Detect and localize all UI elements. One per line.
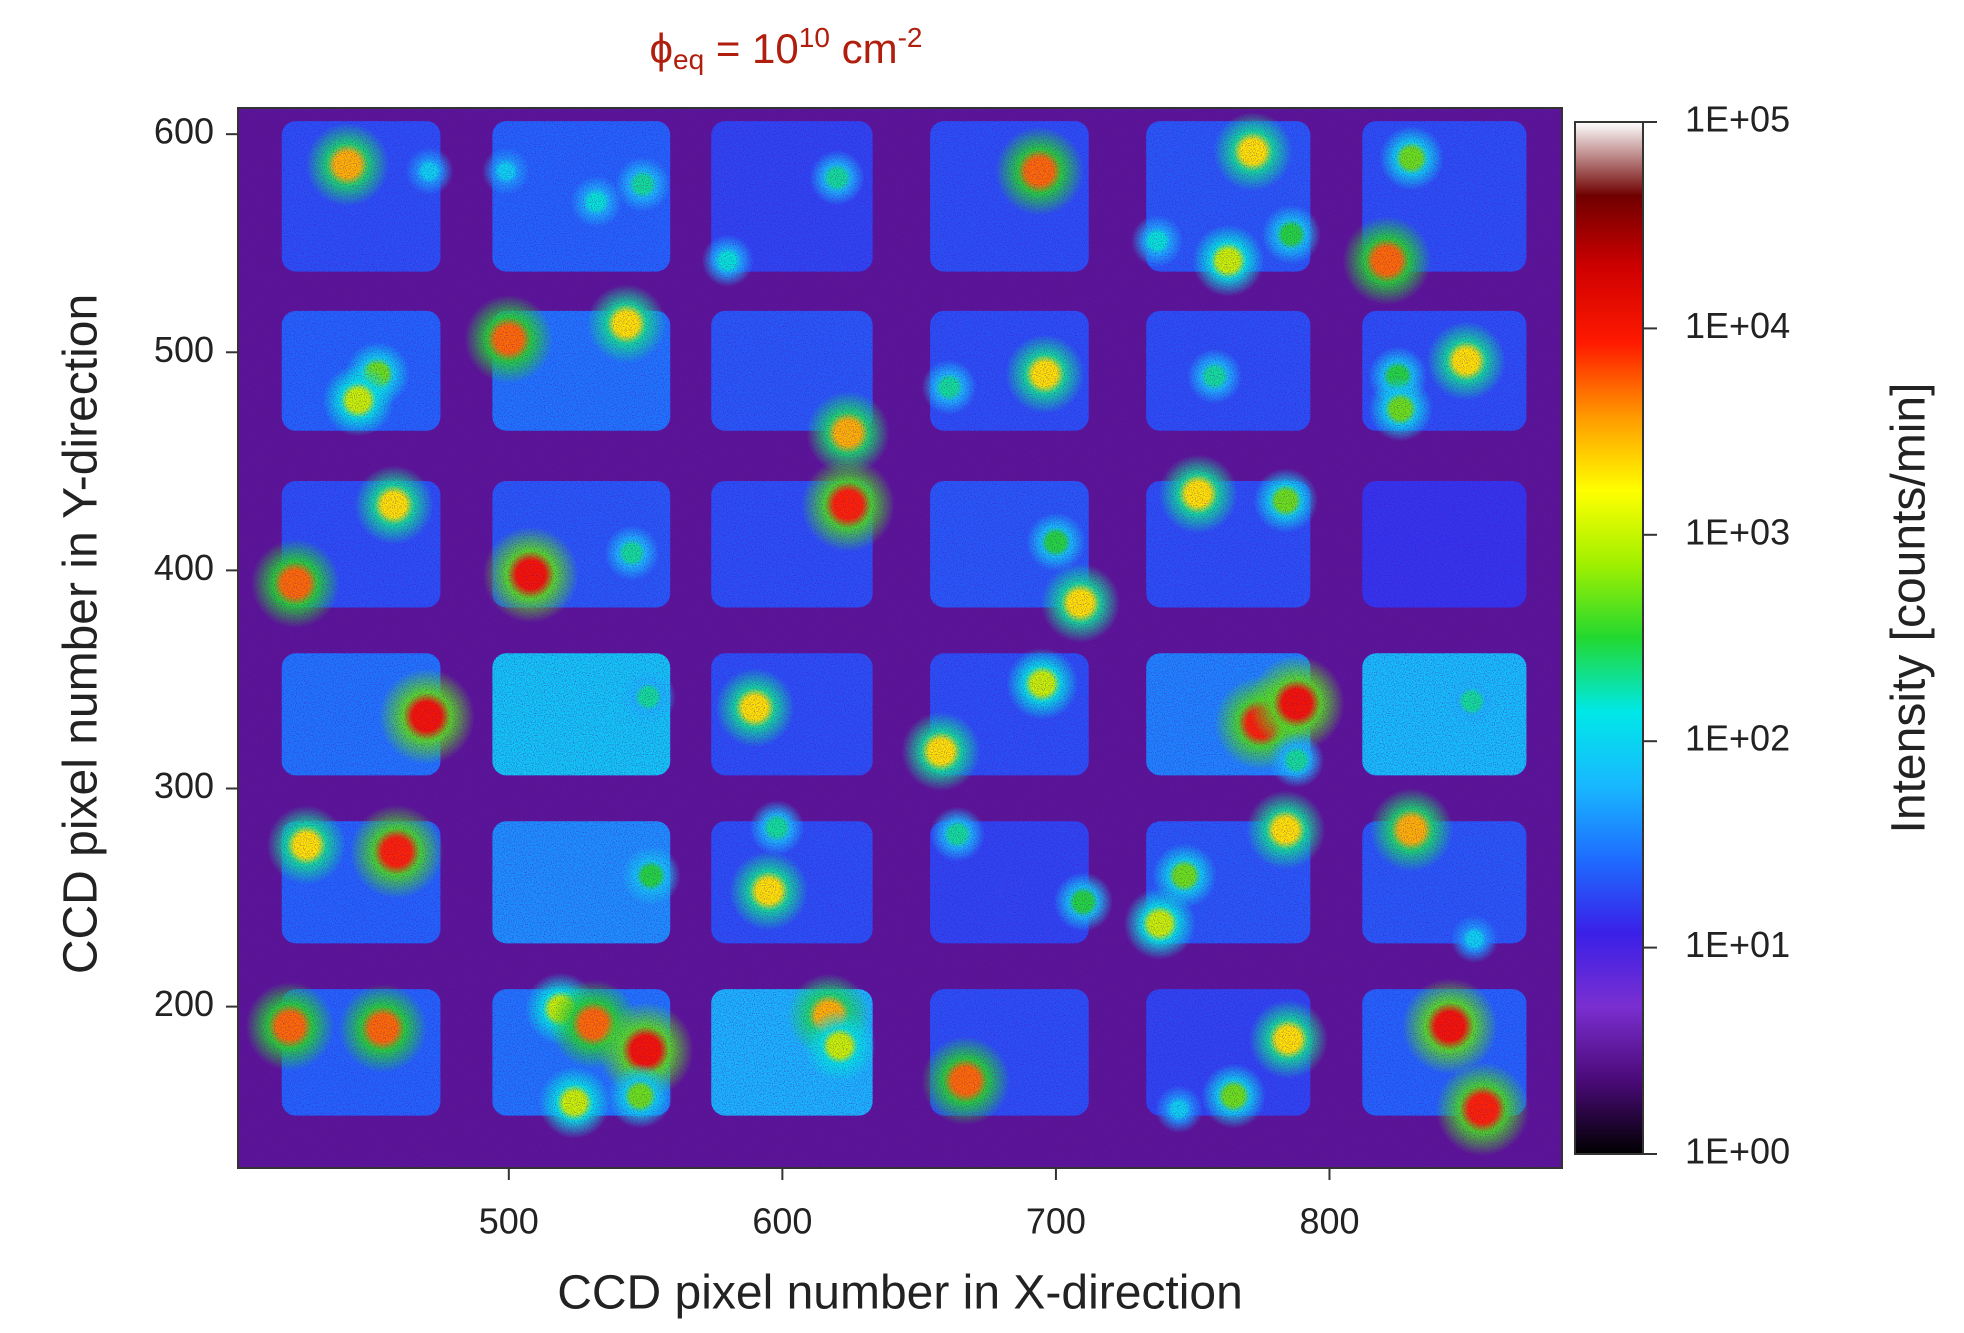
- colorbar-tick-label: 1E+04: [1685, 305, 1790, 346]
- x-tick-label: 500: [479, 1201, 539, 1242]
- x-axis-label: CCD pixel number in X-direction: [557, 1267, 1243, 1320]
- x-tick-label: 800: [1299, 1201, 1359, 1242]
- y-tick-label: 300: [154, 765, 214, 806]
- heatmap: [238, 108, 1562, 1168]
- y-tick-label: 400: [154, 547, 214, 588]
- plot-frame: [237, 107, 1563, 1169]
- colorbar: [1574, 121, 1644, 1155]
- chart-title: ϕeq = 1010 cm-2: [650, 22, 923, 75]
- title-exponent: 10: [799, 22, 830, 53]
- y-axis-label: CCD pixel number in Y-direction: [55, 294, 108, 974]
- y-tick-label: 600: [154, 111, 214, 152]
- colorbar-tick-label: 1E+00: [1685, 1131, 1790, 1172]
- x-tick-label: 600: [752, 1201, 812, 1242]
- colorbar-tick-label: 1E+02: [1685, 718, 1790, 759]
- title-symbol: ϕ: [650, 25, 674, 72]
- y-tick-label: 200: [154, 983, 214, 1024]
- colorbar-label: Intensity [counts/min]: [1883, 383, 1936, 834]
- title-unit-exponent: -2: [898, 22, 923, 53]
- noise-texture: [238, 108, 1562, 1168]
- title-unit: cm: [830, 25, 898, 72]
- colorbar-tick-label: 1E+03: [1685, 511, 1790, 552]
- x-tick-label: 700: [1026, 1201, 1086, 1242]
- title-text: = 10: [704, 25, 799, 72]
- y-tick-label: 500: [154, 329, 214, 370]
- colorbar-tick-label: 1E+05: [1685, 99, 1790, 140]
- colorbar-tick-label: 1E+01: [1685, 924, 1790, 965]
- title-subscript: eq: [673, 44, 704, 75]
